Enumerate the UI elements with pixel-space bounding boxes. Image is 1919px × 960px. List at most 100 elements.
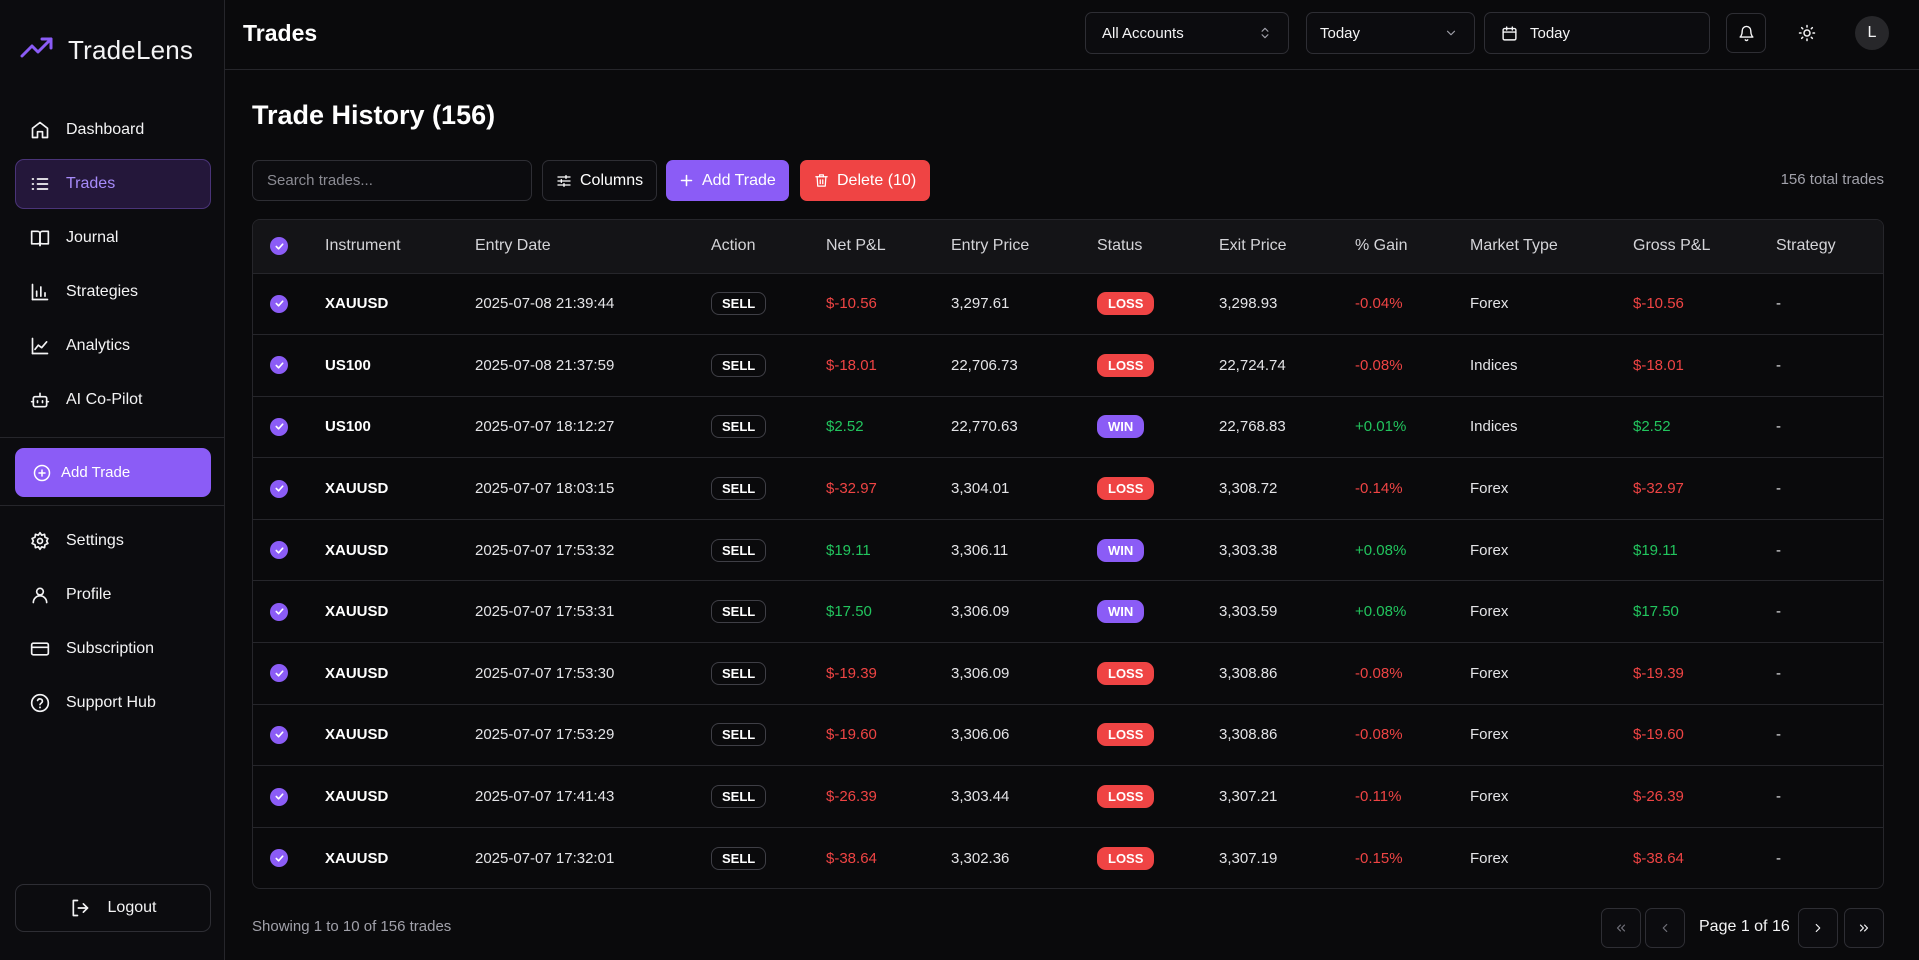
- column-header-exit-price[interactable]: Exit Price: [1219, 237, 1287, 255]
- row-select-cell[interactable]: [253, 704, 325, 766]
- select-all-header[interactable]: [253, 220, 325, 273]
- row-select-cell[interactable]: [253, 581, 325, 643]
- table-row[interactable]: US100 2025-07-08 21:37:59 SELL $-18.01 22,70…: [253, 334, 1883, 397]
- row-select-cell[interactable]: [253, 643, 325, 705]
- column-header-net-pnl[interactable]: Net P&L: [826, 237, 886, 255]
- account-select[interactable]: All Accounts: [1085, 12, 1289, 54]
- sidebar-item-analytics[interactable]: Analytics: [15, 321, 211, 371]
- theme-toggle-button[interactable]: [1787, 13, 1827, 53]
- sidebar-item-journal[interactable]: Journal: [15, 213, 211, 263]
- action-badge: SELL: [711, 600, 767, 624]
- delete-button[interactable]: Delete (10): [800, 160, 931, 201]
- cell-net-pnl: $19.11: [826, 541, 871, 559]
- row-checkbox[interactable]: [270, 602, 288, 621]
- column-header-entry-date[interactable]: Entry Date: [475, 237, 551, 255]
- cell-net-pnl: $-10.56: [826, 295, 877, 313]
- column-header-entry-price[interactable]: Entry Price: [951, 237, 1030, 255]
- row-checkbox[interactable]: [270, 541, 288, 560]
- status-badge: LOSS: [1097, 846, 1155, 870]
- action-badge: SELL: [711, 661, 767, 685]
- row-select-cell[interactable]: [253, 519, 325, 581]
- range-select-value: Today: [1320, 24, 1361, 42]
- column-header-action[interactable]: Action: [711, 237, 756, 255]
- logo[interactable]: TradeLens: [20, 30, 193, 70]
- sidebar-item-support-hub[interactable]: Support Hub: [15, 678, 211, 728]
- cell-strategy: -: [1776, 418, 1781, 436]
- cell-strategy: -: [1776, 726, 1781, 744]
- row-select-cell[interactable]: [253, 827, 325, 888]
- row-checkbox[interactable]: [270, 417, 288, 436]
- row-select-cell[interactable]: [253, 766, 325, 828]
- cell-entry-price: 3,302.36: [951, 849, 1010, 867]
- top-header: Trades All Accounts Today Today L: [225, 0, 1919, 70]
- row-checkbox[interactable]: [270, 356, 288, 375]
- column-header-status[interactable]: Status: [1097, 237, 1143, 255]
- table-row[interactable]: XAUUSD 2025-07-07 17:32:01 SELL $-38.64 3,30…: [253, 827, 1883, 888]
- notifications-button[interactable]: [1726, 13, 1766, 53]
- cell-market-type: Forex: [1470, 603, 1509, 621]
- search-input[interactable]: [252, 160, 532, 201]
- sidebar-item-trades[interactable]: Trades: [15, 159, 211, 209]
- table-row[interactable]: XAUUSD 2025-07-07 17:53:29 SELL $-19.60 3,30…: [253, 704, 1883, 766]
- row-checkbox[interactable]: [270, 849, 288, 868]
- columns-button[interactable]: Columns: [542, 160, 658, 201]
- sidebar-item-label: Support Hub: [66, 694, 156, 711]
- cell-gain: +0.08%: [1355, 541, 1407, 559]
- row-select-cell[interactable]: [253, 273, 325, 335]
- table-row[interactable]: XAUUSD 2025-07-07 17:53:31 SELL $17.50 3,306…: [253, 580, 1883, 643]
- row-select-cell[interactable]: [253, 396, 325, 458]
- column-header-market-type[interactable]: Market Type: [1470, 237, 1558, 255]
- sidebar-add-trade-button[interactable]: Add Trade: [15, 448, 211, 497]
- sidebar-item-label: Journal: [66, 229, 119, 246]
- cell-market-type: Forex: [1470, 664, 1509, 682]
- table-row[interactable]: US100 2025-07-07 18:12:27 SELL $2.52 22,770.…: [253, 396, 1883, 458]
- select-all-checkbox[interactable]: [270, 237, 288, 256]
- cell-entry-price: 3,306.11: [951, 541, 1009, 559]
- cell-status: WIN: [1097, 581, 1219, 643]
- first-page-button[interactable]: [1601, 908, 1641, 948]
- cell-status: LOSS: [1097, 766, 1219, 828]
- cell-instrument: XAUUSD: [325, 664, 389, 682]
- column-header-instrument[interactable]: Instrument: [325, 237, 401, 255]
- column-header-strategy[interactable]: Strategy: [1776, 237, 1836, 255]
- cell-exit-price: 3,303.59: [1219, 603, 1278, 621]
- table-row[interactable]: XAUUSD 2025-07-07 17:53:30 SELL $-19.39 3,30…: [253, 642, 1883, 705]
- table-row[interactable]: XAUUSD 2025-07-07 17:41:43 SELL $-26.39 3,30…: [253, 765, 1883, 828]
- date-picker[interactable]: Today: [1484, 12, 1710, 54]
- sidebar-item-subscription[interactable]: Subscription: [15, 624, 211, 674]
- row-checkbox[interactable]: [270, 479, 288, 498]
- row-checkbox[interactable]: [270, 787, 288, 806]
- sidebar-item-dashboard[interactable]: Dashboard: [15, 105, 211, 155]
- cell-instrument: XAUUSD: [325, 788, 389, 806]
- row-checkbox[interactable]: [270, 294, 288, 313]
- table-row[interactable]: XAUUSD 2025-07-08 21:39:44 SELL $-10.56 3,29…: [253, 273, 1883, 335]
- previous-page-button[interactable]: [1645, 908, 1685, 948]
- cell-market-type: Forex: [1470, 726, 1509, 744]
- sidebar-item-settings[interactable]: Settings: [15, 516, 211, 566]
- row-select-cell[interactable]: [253, 335, 325, 397]
- last-page-button[interactable]: [1844, 908, 1884, 948]
- list-icon: [31, 178, 49, 190]
- table-row[interactable]: XAUUSD 2025-07-07 18:03:15 SELL $-32.97 3,30…: [253, 457, 1883, 520]
- row-select-cell[interactable]: [253, 458, 325, 520]
- check-icon: [274, 547, 284, 554]
- table-row[interactable]: XAUUSD 2025-07-07 17:53:32 SELL $19.11 3,306…: [253, 519, 1883, 581]
- logout-button[interactable]: Logout: [15, 884, 211, 932]
- cell-action: SELL: [711, 335, 826, 397]
- row-checkbox[interactable]: [270, 725, 288, 744]
- column-header-gain[interactable]: % Gain: [1355, 237, 1408, 255]
- add-trade-button[interactable]: Add Trade: [666, 160, 789, 201]
- sidebar-item-ai-copilot[interactable]: AI Co-Pilot: [15, 375, 211, 425]
- next-page-button[interactable]: [1798, 908, 1838, 948]
- action-badge: SELL: [711, 353, 767, 377]
- row-checkbox[interactable]: [270, 664, 288, 683]
- delete-label: Delete (10): [837, 171, 917, 189]
- action-badge: SELL: [711, 477, 767, 501]
- sidebar-item-strategies[interactable]: Strategies: [15, 267, 211, 317]
- range-select[interactable]: Today: [1306, 12, 1475, 54]
- bell-icon: [1738, 25, 1754, 41]
- column-header-gross-pnl[interactable]: Gross P&L: [1633, 237, 1711, 255]
- cell-exit-price: 22,724.74: [1219, 356, 1286, 374]
- sidebar-item-profile[interactable]: Profile: [15, 570, 211, 620]
- avatar[interactable]: L: [1855, 16, 1889, 50]
